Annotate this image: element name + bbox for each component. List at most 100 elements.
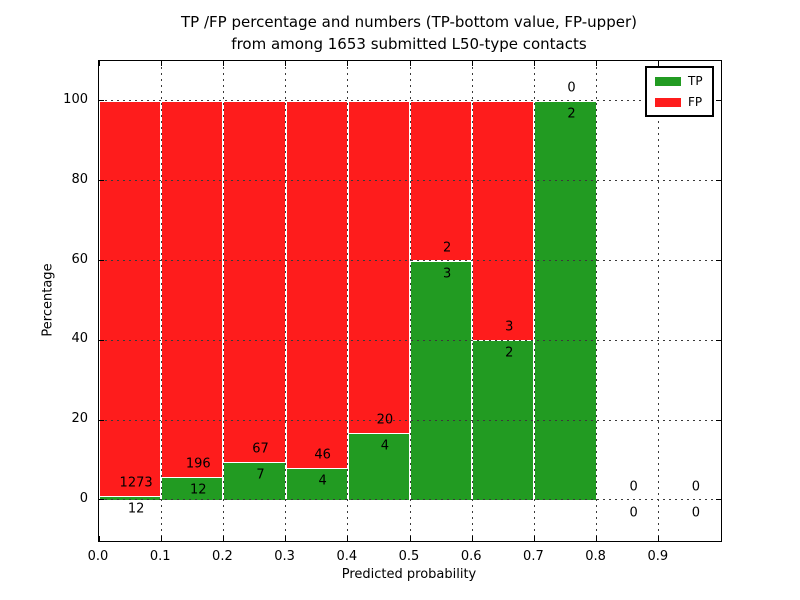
y-tick-mark — [716, 419, 721, 421]
x-tick-label: 0.6 — [460, 549, 482, 564]
x-tick-mark — [285, 61, 287, 66]
x-tick-label: 0.3 — [274, 549, 295, 564]
x-tick-label: 0.2 — [212, 549, 233, 564]
x-tick-label: 0.7 — [523, 549, 544, 564]
chart-title-line2: from among 1653 submitted L50-type conta… — [231, 35, 587, 53]
x-tick-label: 0.9 — [647, 549, 669, 564]
x-gridline — [285, 61, 287, 541]
fp-count-label: 1273 — [119, 475, 153, 491]
x-tick-mark — [533, 61, 535, 66]
tp-bar-segment — [161, 476, 224, 500]
y-tick-label: 40 — [71, 331, 88, 347]
x-tick-mark — [347, 61, 349, 66]
x-tick-label: 0.1 — [149, 549, 171, 564]
fp-count-label: 20 — [376, 412, 394, 428]
tp-count-label: 0 — [691, 505, 701, 521]
y-tick-mark — [716, 260, 721, 261]
x-tick-mark — [409, 536, 411, 541]
legend: TP FP — [645, 66, 714, 117]
x-tick-mark — [471, 536, 473, 541]
tp-count-label: 2 — [567, 106, 576, 122]
tp-bar-segment — [534, 100, 597, 500]
tp-count-label: 12 — [190, 482, 207, 498]
y-axis-label: Percentage — [40, 263, 56, 337]
x-gridline — [658, 61, 660, 541]
legend-label: FP — [688, 95, 703, 109]
tp-bar-segment — [99, 496, 162, 500]
y-tick-mark — [716, 499, 721, 501]
y-tick-label: 100 — [63, 91, 88, 107]
y-tick-label: 60 — [71, 251, 88, 267]
x-tick-mark — [409, 61, 411, 66]
tp-count-label: 2 — [505, 345, 514, 361]
x-tick-mark — [222, 61, 224, 66]
legend-item-fp: FP — [655, 96, 712, 108]
x-tick-label: 0.0 — [87, 549, 109, 564]
y-tick-label: 0 — [79, 490, 88, 506]
x-gridline — [533, 61, 535, 541]
tp-count-label: 0 — [629, 505, 638, 521]
x-tick-mark — [658, 536, 660, 541]
fp-bar-segment — [99, 100, 162, 497]
x-tick-mark — [222, 536, 224, 541]
y-tick-mark — [99, 419, 104, 421]
fp-count-label: 46 — [314, 447, 331, 463]
x-gridline — [471, 61, 473, 541]
x-gridline — [160, 61, 162, 541]
tp-bar-segment — [347, 433, 410, 500]
y-tick-mark — [99, 339, 104, 341]
chart-title: TP /FP percentage and numbers (TP-bottom… — [181, 11, 637, 55]
fp-count-label: 67 — [252, 441, 269, 457]
tp-bar-segment — [223, 462, 286, 500]
x-tick-label: 0.4 — [336, 549, 358, 564]
x-tick-label: 0.8 — [585, 549, 606, 564]
fp-bar-segment — [161, 100, 224, 477]
tp-count-label: 3 — [442, 266, 452, 281]
tp-count-label: 12 — [127, 501, 145, 517]
x-tick-mark — [347, 536, 349, 541]
fp-bar-segment — [347, 100, 410, 434]
fp-bar-segment — [285, 100, 348, 468]
x-tick-mark — [160, 61, 162, 66]
tp-swatch-icon — [655, 76, 681, 86]
plot-area: 1273 12 196 12 67 7 46 4 20 4 2 3 3 2 0 2 0 0 0 0 — [98, 60, 722, 542]
fp-count-label: 3 — [505, 319, 514, 335]
x-tick-mark — [596, 61, 598, 66]
fp-bar-segment — [223, 100, 286, 463]
x-tick-mark — [160, 536, 162, 541]
legend-label: TP — [688, 74, 703, 88]
chart-title-line1: TP /FP percentage and numbers (TP-bottom… — [181, 13, 637, 31]
x-gridline — [222, 61, 224, 541]
tp-count-label: 4 — [318, 473, 327, 489]
x-tick-mark — [471, 61, 473, 66]
x-tick-mark — [98, 536, 100, 541]
x-tick-label: 0.5 — [398, 549, 420, 564]
y-tick-mark — [99, 180, 104, 182]
fp-count-label: 0 — [567, 80, 576, 96]
tp-count-label: 7 — [256, 467, 265, 483]
fp-count-label: 196 — [185, 456, 211, 472]
x-axis-label: Predicted probability — [341, 567, 477, 582]
fp-swatch-icon — [655, 97, 681, 107]
x-tick-mark — [533, 536, 535, 541]
y-tick-mark — [99, 260, 104, 261]
fp-count-label: 0 — [691, 479, 701, 495]
x-tick-mark — [658, 61, 660, 66]
tp-bar-segment — [410, 260, 473, 500]
x-tick-mark — [98, 61, 100, 66]
y-tick-mark — [99, 100, 104, 102]
y-tick-label: 20 — [71, 411, 88, 427]
x-gridline — [596, 61, 598, 541]
y-tick-mark — [716, 180, 721, 182]
x-tick-mark — [596, 536, 598, 541]
y-tick-mark — [99, 499, 104, 501]
fp-count-label: 0 — [629, 479, 638, 495]
legend-item-tp: TP — [655, 75, 712, 87]
fp-bar-segment — [472, 100, 535, 341]
tp-bar-segment — [285, 467, 348, 500]
fp-count-label: 2 — [442, 240, 452, 255]
x-tick-mark — [285, 536, 287, 541]
x-gridline — [347, 61, 349, 541]
y-tick-mark — [716, 100, 721, 102]
